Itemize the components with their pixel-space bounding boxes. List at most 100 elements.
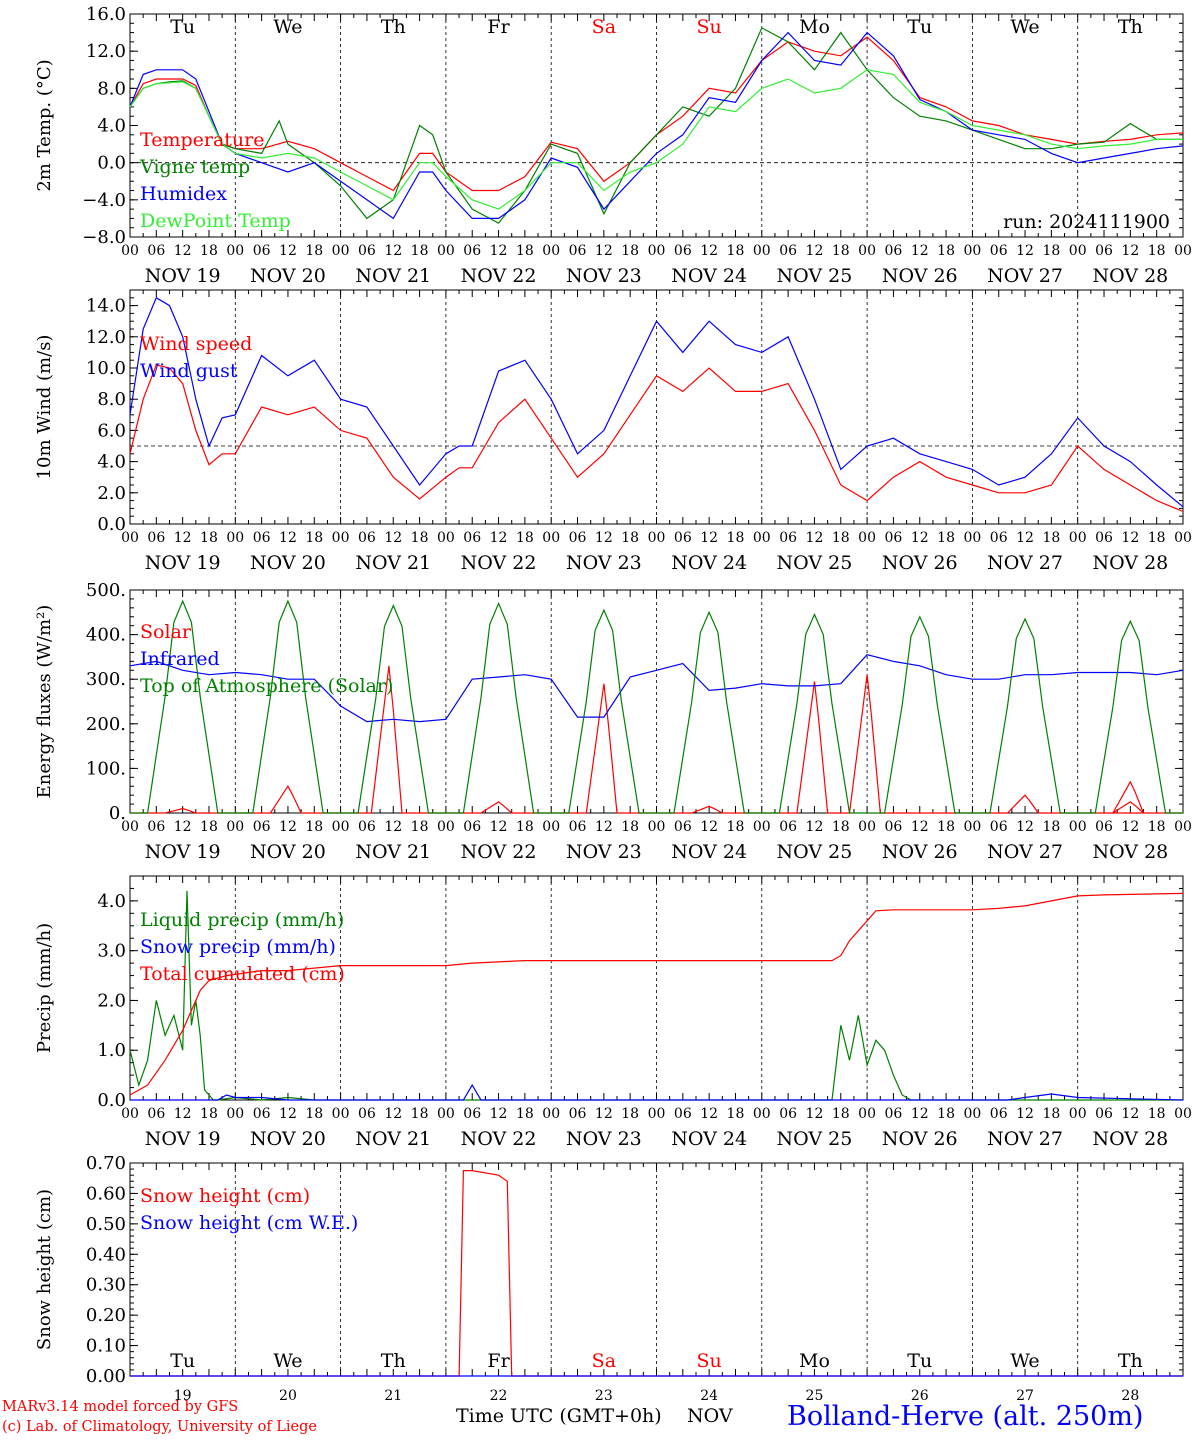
y-tick-label: 300. [86,669,126,690]
hour-tick-label: 06 [779,530,797,546]
hour-tick-label: 12 [174,243,192,259]
legend-entry: Vigne temp [139,156,250,178]
day-number-label: 25 [806,1388,824,1404]
hour-tick-label: 00 [963,530,981,546]
hour-tick-label: 06 [885,1106,903,1122]
date-label: NOV 20 [250,841,326,863]
y-tick-label: 10.0 [86,358,126,379]
hour-tick-label: 18 [832,530,850,546]
hour-tick-label: 12 [384,819,402,835]
hour-tick-label: 06 [463,530,481,546]
hour-tick-label: 12 [384,1106,402,1122]
hour-tick-label: 06 [990,819,1008,835]
hour-tick-label: 12 [1121,530,1139,546]
hour-tick-label: 12 [174,530,192,546]
hour-tick-label: 06 [885,819,903,835]
hour-tick-label: 00 [542,243,560,259]
hour-tick-label: 12 [1016,819,1034,835]
hour-tick-label: 18 [727,819,745,835]
hour-tick-label: 00 [226,530,244,546]
hour-tick-label: 18 [937,1106,955,1122]
legend-entry: Wind gust [140,360,238,382]
day-number-label: 20 [279,1388,297,1404]
date-label: NOV 26 [882,265,958,287]
hour-tick-label: 18 [1148,243,1166,259]
hour-tick-label: 12 [490,819,508,835]
hour-tick-label: 00 [858,530,876,546]
y-axis-label: Snow height (cm) [34,1189,55,1350]
y-tick-label: 2.0 [97,990,126,1011]
hour-tick-label: 00 [648,243,666,259]
legend-entry: Snow precip (mm/h) [140,936,336,958]
hour-tick-label: 12 [911,819,929,835]
y-tick-label: 14.0 [86,296,126,317]
hour-tick-label: 06 [569,530,587,546]
date-label: NOV 21 [355,841,431,863]
y-tick-label: 0.0 [97,153,126,174]
date-label: NOV 24 [671,841,747,863]
hour-tick-label: 18 [937,819,955,835]
hour-tick-label: 18 [411,819,429,835]
day-name-label: Tu [170,1350,195,1372]
day-name-label: Th [381,16,406,38]
day-name-label: We [273,1350,302,1372]
hour-tick-label: 12 [806,819,824,835]
day-name-label: Th [1118,16,1143,38]
y-tick-label: 12.0 [86,327,126,348]
hour-tick-label: 00 [1174,243,1192,259]
y-tick-label: 0.00 [86,1366,126,1387]
panel-1 [129,13,1184,238]
hour-tick-label: 12 [490,243,508,259]
panel-3 [129,589,1184,814]
y-tick-label: 4.0 [97,116,126,137]
series-line-snow-height-cm- [130,1170,1183,1377]
day-number-label: 27 [1016,1388,1034,1404]
hour-tick-label: 00 [226,819,244,835]
y-tick-label: 200. [86,714,126,735]
date-label: NOV 28 [1092,841,1168,863]
hour-tick-label: 00 [1069,1106,1087,1122]
hour-tick-label: 00 [648,819,666,835]
day-number-label: 19 [174,1388,192,1404]
hour-tick-label: 12 [806,1106,824,1122]
y-tick-label: 0.10 [86,1336,126,1357]
series-line-solar [130,665,1183,814]
date-label: NOV 20 [250,265,326,287]
hour-tick-label: 12 [1016,530,1034,546]
day-name-label: Tu [907,1350,932,1372]
hour-tick-label: 06 [569,243,587,259]
date-label: NOV 28 [1092,265,1168,287]
day-number-label: 28 [1121,1388,1139,1404]
hour-tick-label: 06 [147,530,165,546]
hour-tick-label: 00 [542,1106,560,1122]
hour-tick-label: 18 [305,243,323,259]
hour-tick-label: 12 [1121,819,1139,835]
hour-tick-label: 18 [727,243,745,259]
date-label: NOV 25 [777,552,853,574]
day-name-label: Sa [592,1350,616,1372]
series-line-dewpoint-temp [129,69,1183,210]
hour-tick-label: 18 [411,530,429,546]
y-tick-label: 0.40 [86,1244,126,1265]
y-tick-label: 1.0 [97,1040,126,1061]
day-name-label: We [1010,16,1039,38]
legend-entry: Infrared [140,648,220,670]
hour-tick-label: 12 [806,530,824,546]
hour-tick-label: 12 [1016,1106,1034,1122]
y-tick-label: −8.0 [82,227,126,248]
hour-tick-label: 18 [305,1106,323,1122]
hour-tick-label: 12 [279,819,297,835]
y-axis-label: Precip (mm/h) [34,923,55,1053]
y-tick-label: 4.0 [97,452,126,473]
day-number-label: 23 [595,1388,613,1404]
hour-tick-label: 12 [700,1106,718,1122]
date-label: NOV 21 [355,265,431,287]
series-line-infrared [129,654,1184,723]
hour-tick-label: 18 [937,530,955,546]
hour-tick-label: 12 [279,1106,297,1122]
station-name: Bolland-Herve (alt. 250m) [787,1401,1144,1432]
day-name-label: Tu [907,16,932,38]
y-tick-label: 6.0 [97,420,126,441]
hour-tick-label: 06 [147,243,165,259]
date-label: NOV 28 [1092,552,1168,574]
